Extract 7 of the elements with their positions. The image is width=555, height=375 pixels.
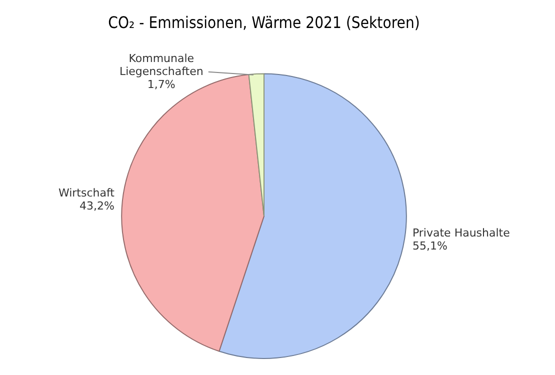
data-label: 1,7%: [147, 78, 176, 91]
slice-label: Wirtschaft: [58, 186, 116, 200]
slice-label: Private Haushalte: [412, 226, 510, 240]
slice-label: Kommunale Liegenschaften: [119, 52, 204, 78]
chart-title: CO₂ - Emmissionen, Wärme 2021 (Sektoren): [108, 12, 420, 32]
data-label: 43,2%: [80, 199, 114, 212]
data-label: 55,1%: [412, 239, 448, 252]
